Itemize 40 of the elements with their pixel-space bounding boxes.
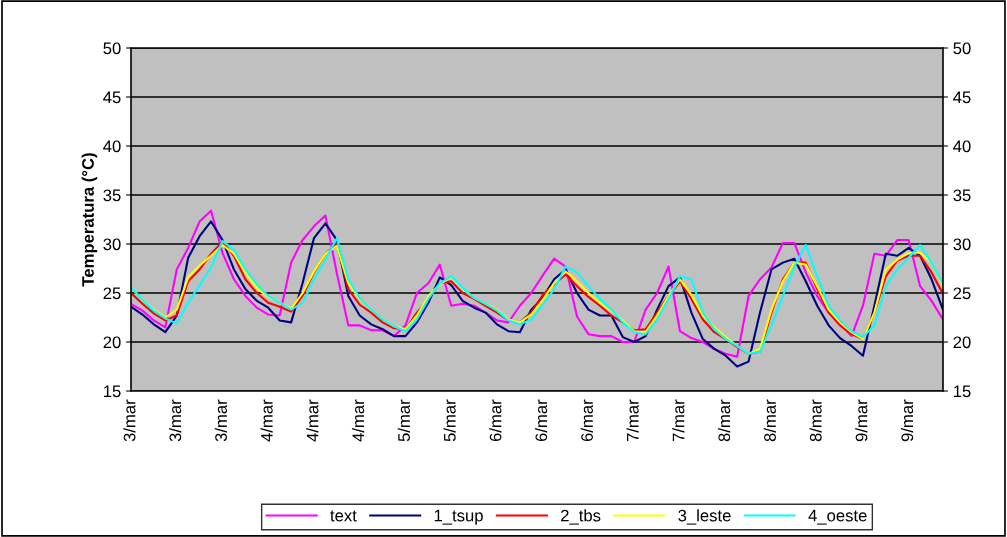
y-tick-label: 20: [103, 336, 121, 349]
x-tick-label: 7/mar: [626, 399, 639, 442]
x-tick-label: 6/mar: [534, 399, 548, 442]
legend-label: text: [330, 510, 357, 522]
y2-tick-label: 35: [953, 189, 971, 202]
x-tick-label: 8/mar: [809, 399, 822, 442]
x-tick-label: 5/mar: [443, 399, 456, 442]
y-tick-label: 40: [103, 140, 121, 153]
legend-label: 4_oeste: [808, 509, 867, 525]
x-tick-label: 3/mar: [168, 399, 182, 442]
y-tick-label: 35: [103, 189, 121, 202]
x-tick-label: 5/mar: [397, 399, 410, 442]
y2-tick-label: 15: [953, 385, 971, 398]
y2-tick-label: 25: [953, 287, 971, 300]
y2-tick-label: 20: [953, 336, 971, 349]
x-tick-label: 7/mar: [672, 399, 685, 442]
y2-tick-label: 30: [953, 238, 971, 251]
legend-label: 1_tsup: [434, 509, 483, 525]
x-tick-label: 4/mar: [306, 399, 319, 442]
y-tick-label: 25: [103, 287, 121, 300]
x-tick-label: 9/mar: [855, 399, 868, 442]
x-tick-label: 4/mar: [260, 399, 273, 442]
y2-tick-label: 45: [953, 91, 971, 104]
y-axis-title: Temperatura (°C): [81, 153, 98, 287]
x-tick-label: 8/mar: [763, 399, 776, 442]
y2-tick-label: 50: [953, 42, 971, 55]
x-tick-label: 3/mar: [123, 399, 136, 442]
y-tick-label: 15: [104, 385, 121, 398]
y-tick-label: 50: [103, 42, 121, 55]
y-tick-label: 45: [103, 91, 121, 104]
y-tick-label: 30: [103, 238, 121, 251]
legend-label: 2_tbs: [561, 509, 601, 525]
x-tick-label: 8/mar: [717, 399, 731, 442]
x-tick-label: 6/mar: [489, 399, 502, 442]
y2-tick-label: 40: [953, 140, 971, 153]
x-tick-label: 6/mar: [580, 399, 593, 442]
x-tick-label: 4/mar: [351, 399, 365, 442]
x-tick-label: 3/mar: [214, 399, 227, 442]
legend-label: 3_leste: [678, 509, 731, 525]
x-tick-label: 9/mar: [900, 399, 914, 442]
